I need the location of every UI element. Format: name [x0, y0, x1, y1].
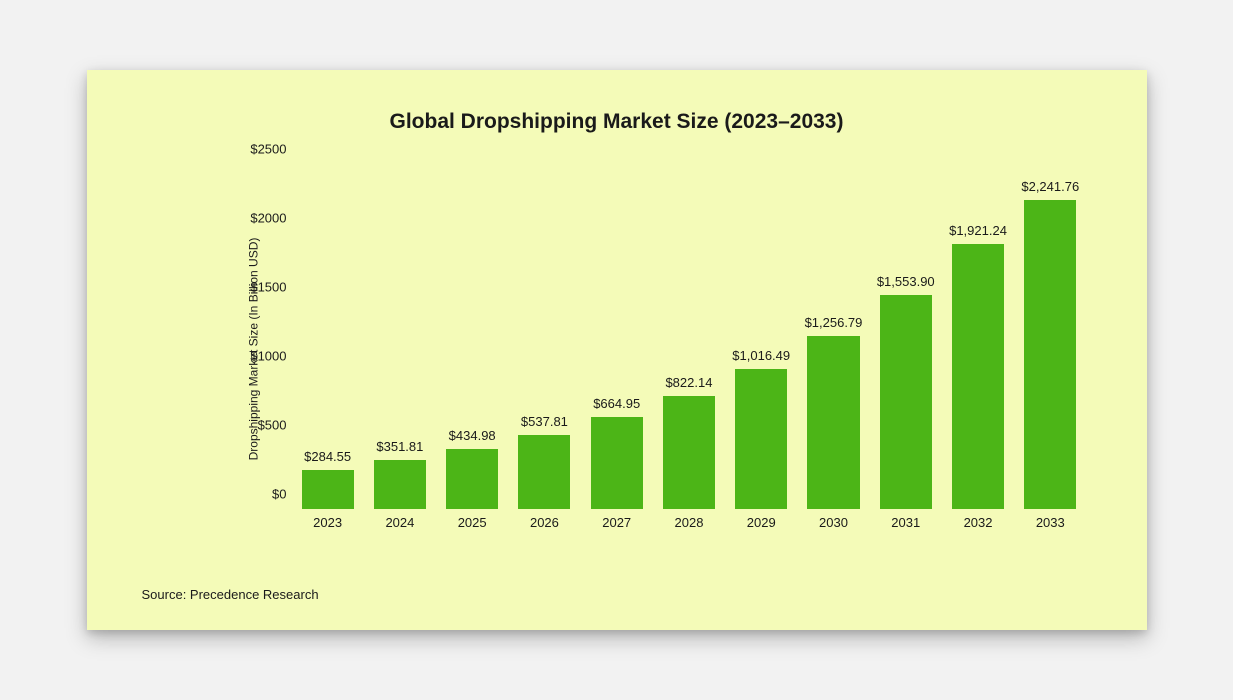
bar — [952, 244, 1004, 509]
x-axis-labels: 2023202420252026202720282029203020312032… — [292, 509, 1087, 534]
y-tick-label: $2000 — [237, 211, 287, 226]
bar — [663, 396, 715, 509]
bar-column: $1,016.49 — [725, 164, 797, 509]
bar — [591, 417, 643, 509]
x-tick-label: 2032 — [942, 509, 1014, 534]
x-tick-label: 2027 — [581, 509, 653, 534]
bar-value-label: $2,241.76 — [1021, 179, 1079, 194]
x-tick-label: 2024 — [364, 509, 436, 534]
source-text: Source: Precedence Research — [142, 587, 319, 602]
x-tick-label: 2026 — [508, 509, 580, 534]
bar-column: $284.55 — [292, 164, 364, 509]
bar-value-label: $1,256.79 — [805, 315, 863, 330]
y-tick-label: $500 — [237, 418, 287, 433]
plot-area: $284.55 $351.81 $434.98 $537.81 $664.95 $822.… — [292, 164, 1087, 509]
bar-column: $822.14 — [653, 164, 725, 509]
bar-column: $2,241.76 — [1014, 164, 1086, 509]
bar — [880, 295, 932, 509]
bar — [374, 460, 426, 509]
bar-value-label: $1,553.90 — [877, 274, 935, 289]
bar-column: $1,921.24 — [942, 164, 1014, 509]
y-tick-label: $1000 — [237, 349, 287, 364]
x-tick-label: 2028 — [653, 509, 725, 534]
bar-column: $1,256.79 — [797, 164, 869, 509]
chart-title: Global Dropshipping Market Size (2023–20… — [127, 110, 1107, 134]
x-tick-label: 2031 — [870, 509, 942, 534]
bar-value-label: $537.81 — [521, 414, 568, 429]
bars-container: $284.55 $351.81 $434.98 $537.81 $664.95 $822.… — [292, 164, 1087, 509]
bar-value-label: $434.98 — [449, 428, 496, 443]
x-tick-label: 2030 — [797, 509, 869, 534]
chart-card: Global Dropshipping Market Size (2023–20… — [87, 70, 1147, 630]
bar-column: $434.98 — [436, 164, 508, 509]
bar — [807, 336, 859, 509]
x-tick-label: 2023 — [292, 509, 364, 534]
bar-value-label: $664.95 — [593, 396, 640, 411]
x-tick-label: 2033 — [1014, 509, 1086, 534]
bar-value-label: $1,921.24 — [949, 223, 1007, 238]
chart-area: Dropshipping Market Size (In Billion USD… — [237, 164, 1087, 534]
bar — [1024, 200, 1076, 509]
y-tick-label: $2500 — [237, 142, 287, 157]
bar-value-label: $822.14 — [665, 375, 712, 390]
bar — [446, 449, 498, 509]
y-tick-label: $0 — [237, 487, 287, 502]
bar-column: $351.81 — [364, 164, 436, 509]
bar — [735, 369, 787, 509]
bar-value-label: $1,016.49 — [732, 348, 790, 363]
y-tick-label: $1500 — [237, 280, 287, 295]
x-tick-label: 2025 — [436, 509, 508, 534]
bar-value-label: $284.55 — [304, 449, 351, 464]
bar-column: $1,553.90 — [870, 164, 942, 509]
bar — [302, 470, 354, 509]
bar-column: $664.95 — [581, 164, 653, 509]
bar — [518, 435, 570, 509]
bar-value-label: $351.81 — [376, 439, 423, 454]
x-tick-label: 2029 — [725, 509, 797, 534]
bar-column: $537.81 — [508, 164, 580, 509]
